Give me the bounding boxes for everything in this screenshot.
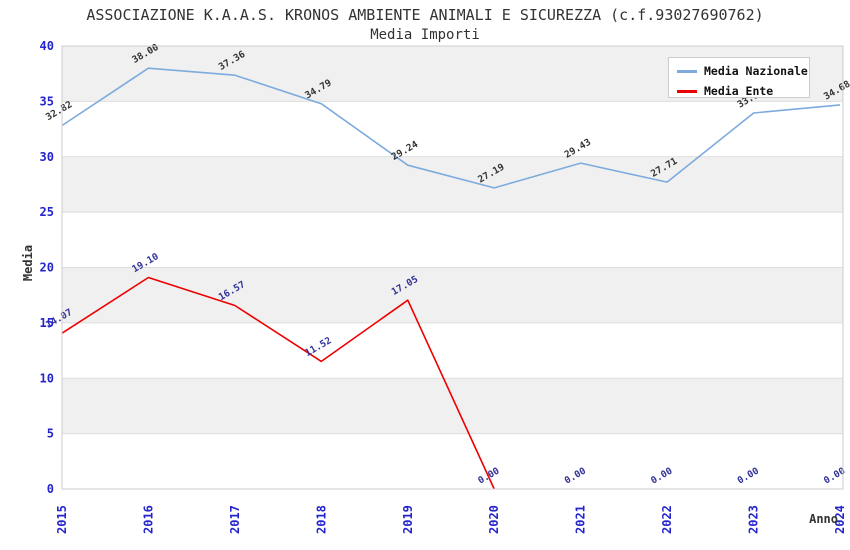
x-axis-ticks: 2015 2016 2017 2018 2019 2020 2021 2022 2023 2024 [55,505,847,534]
svg-text:2016: 2016 [141,505,155,534]
svg-text:2015: 2015 [55,505,69,534]
svg-text:2021: 2021 [574,505,588,534]
background-bands [62,46,843,434]
svg-text:2022: 2022 [660,505,674,534]
legend-item-media-ente: Media Ente [677,84,809,98]
legend-line-swatch-blue [677,69,697,73]
svg-text:5: 5 [47,427,54,441]
y-axis-ticks: 0 5 10 15 20 25 30 35 40 [40,39,54,496]
svg-text:0.00: 0.00 [649,465,675,486]
svg-text:2024: 2024 [833,505,847,534]
svg-text:0: 0 [47,482,54,496]
svg-text:0.00: 0.00 [476,465,502,486]
chart-title: ASSOCIAZIONE K.A.A.S. KRONOS AMBIENTE AN… [86,6,764,24]
legend-label: Media Ente [704,84,774,98]
svg-text:2019: 2019 [401,505,415,534]
y-axis-title: Media [21,244,35,282]
chart-subtitle: Media Importi [370,27,480,43]
svg-text:30: 30 [40,150,54,164]
series-line-1 [61,276,495,490]
x-axis-title: Anno [809,512,838,526]
svg-text:2023: 2023 [747,505,761,534]
svg-text:25: 25 [40,205,54,219]
svg-text:10: 10 [40,371,54,385]
svg-text:40: 40 [40,39,54,53]
svg-text:2017: 2017 [228,505,242,534]
svg-text:0.00: 0.00 [563,465,589,486]
svg-text:0.00: 0.00 [736,465,762,486]
plot-border [61,45,844,490]
svg-text:20: 20 [40,261,54,275]
legend-label: Media Nazionale [704,64,808,78]
legend-item-media-nazionale: Media Nazionale [677,64,809,78]
legend-line-swatch-red [677,89,697,93]
svg-text:2018: 2018 [314,505,328,534]
svg-text:0.00: 0.00 [822,465,848,486]
legend: Media Nazionale Media Ente [668,57,810,98]
svg-text:2020: 2020 [487,505,501,534]
svg-text:35: 35 [40,94,54,108]
series-line-0 [61,67,841,189]
svg-text:15: 15 [40,316,54,330]
